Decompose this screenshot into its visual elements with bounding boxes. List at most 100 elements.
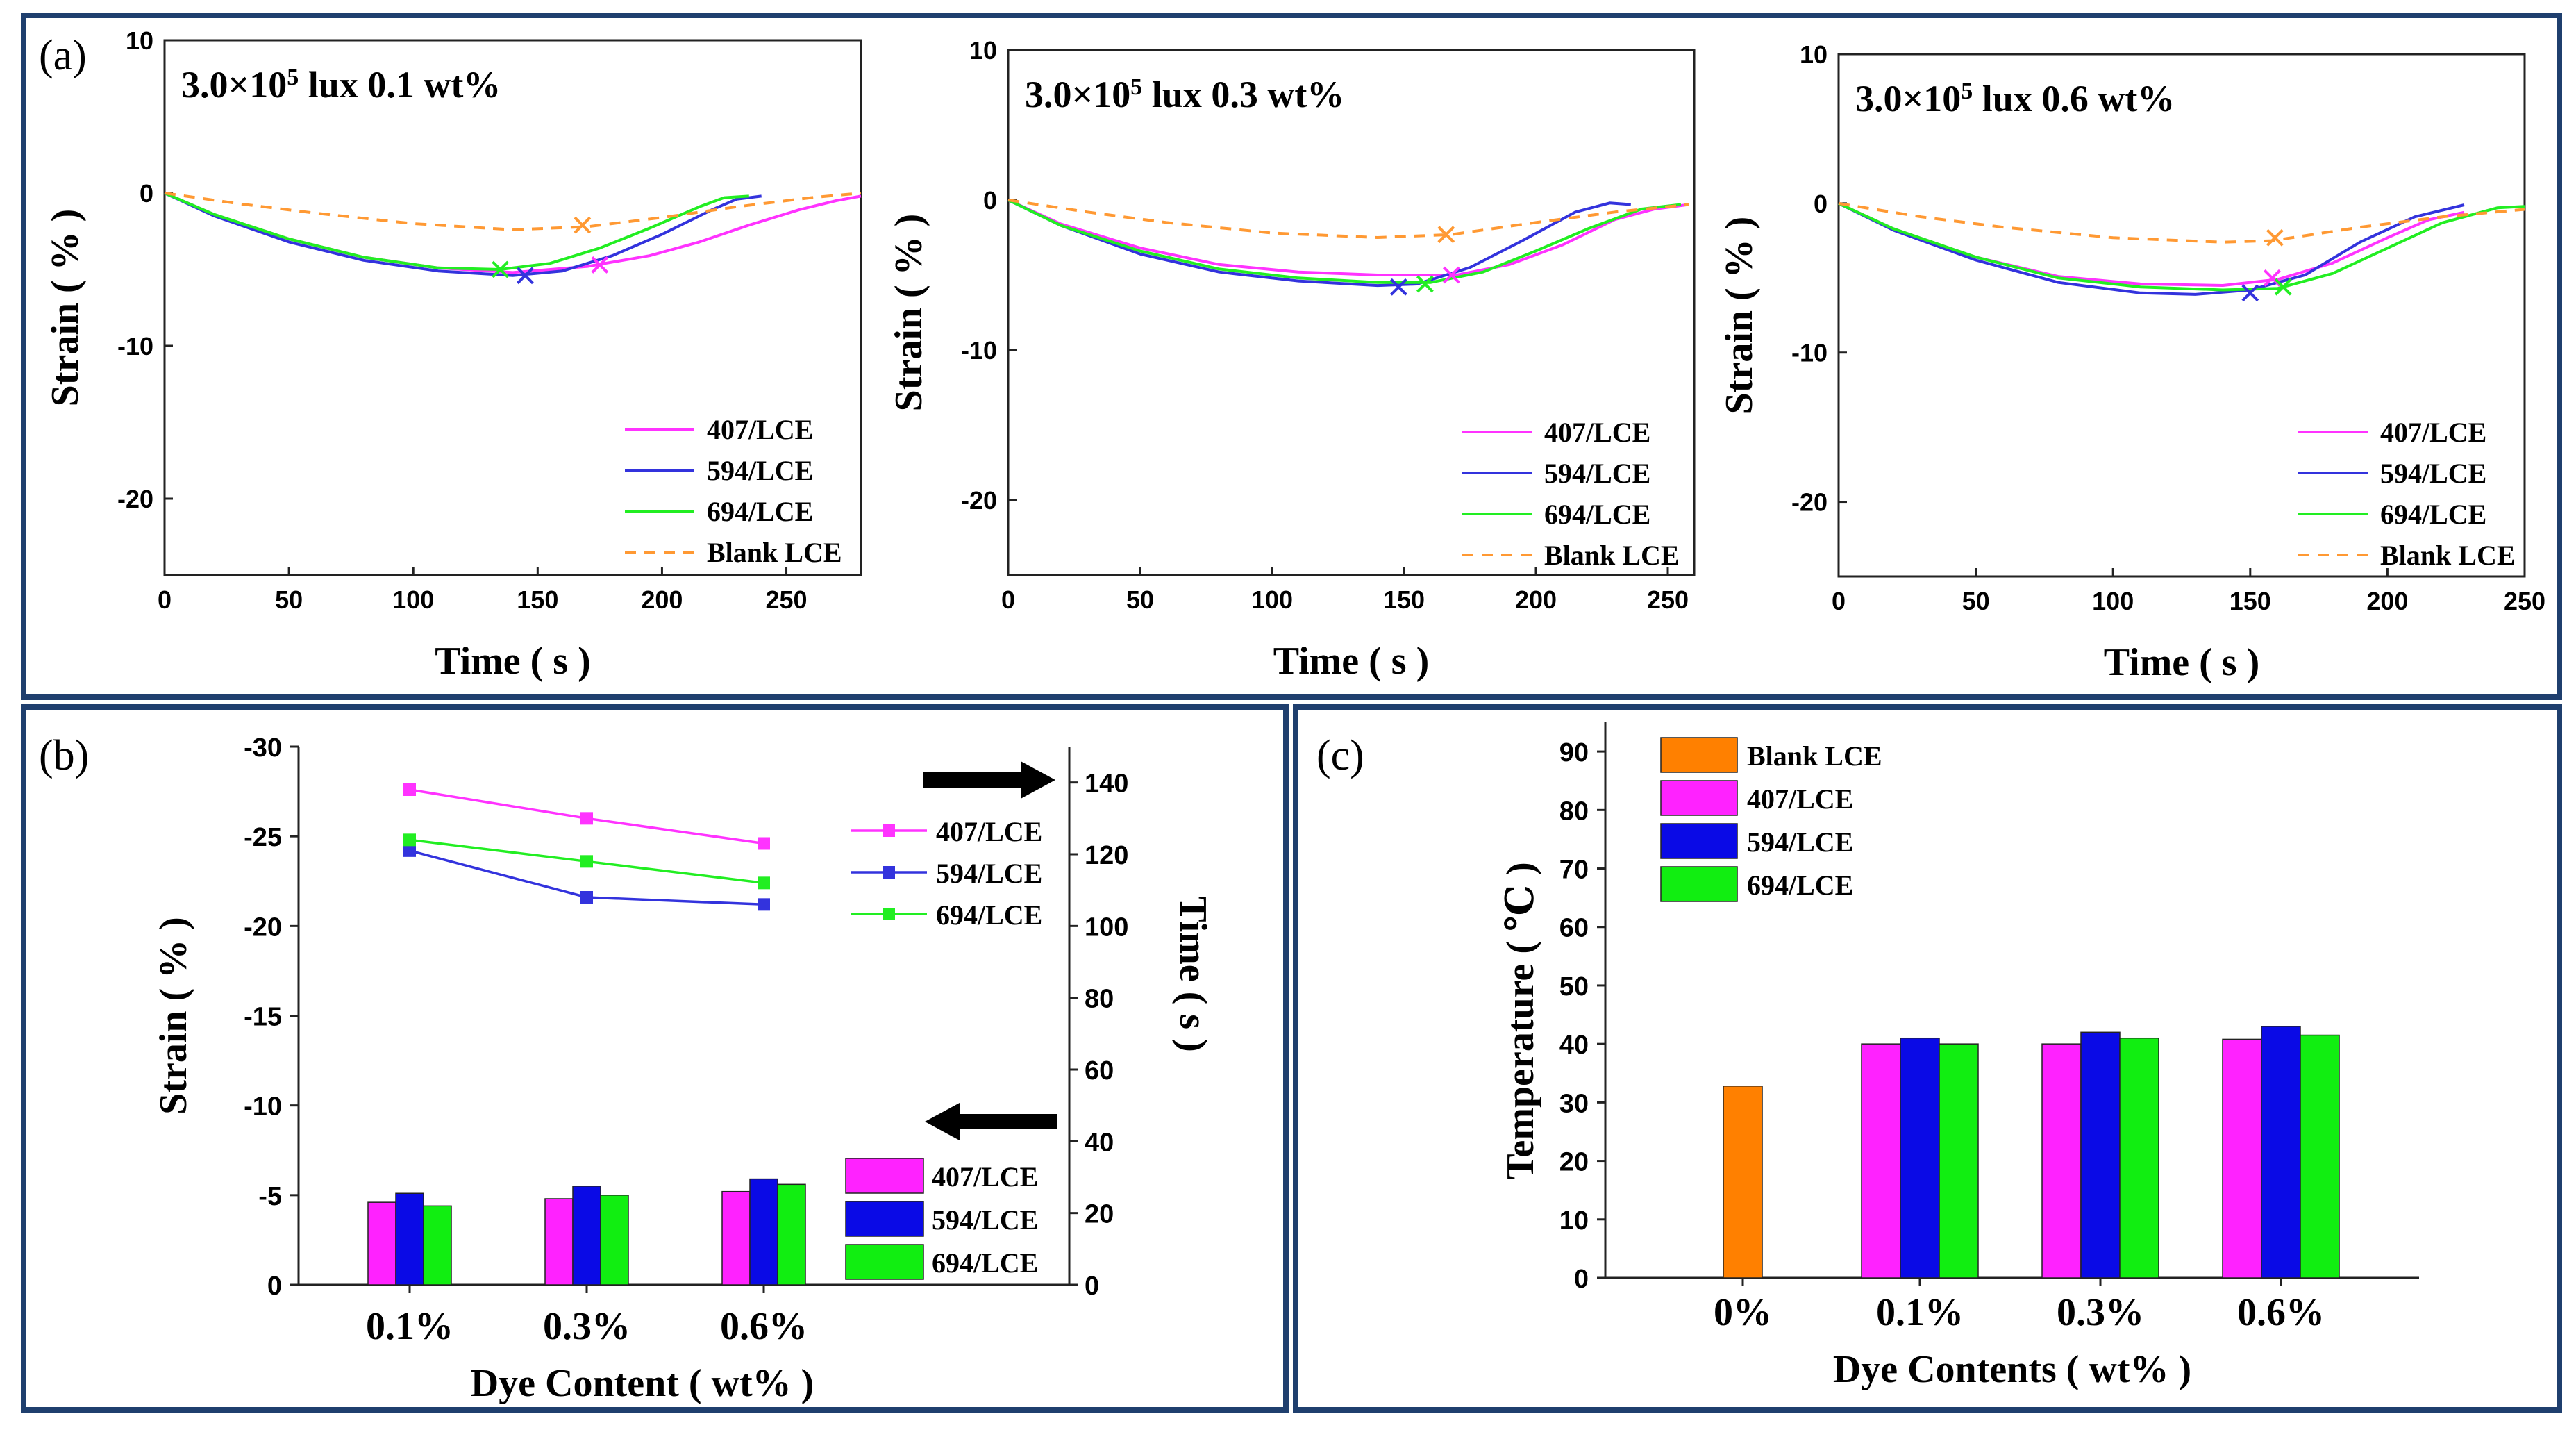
- peak-marker-694-lce: [492, 260, 510, 278]
- legend-label: 407/LCE: [1747, 783, 1853, 815]
- peak-marker-594-lce: [516, 267, 534, 285]
- panel-a-frame: [21, 13, 2562, 700]
- bar-594-lce: [1900, 1037, 1940, 1279]
- y-tick-label: 10: [1800, 40, 1828, 69]
- bar-694-lce: [1939, 1043, 1979, 1279]
- bar-407-lce: [367, 1201, 396, 1286]
- x-tick-label: 100: [392, 585, 434, 614]
- legend-item-694-lce: 694/LCE: [1462, 499, 1650, 530]
- time-point-694-lce: [580, 855, 593, 868]
- peak-marker-694-lce: [1416, 275, 1434, 293]
- legend-item-blank-lce: Blank LCE: [2298, 540, 2516, 571]
- legend-label: 407/LCE: [2380, 417, 2486, 448]
- arrow-shaft: [923, 772, 1026, 788]
- y-axis-label: Temperature ( ℃ ): [1499, 862, 1542, 1179]
- x-tick-label: 250: [2504, 587, 2545, 615]
- y-tick-label: 30: [1559, 1089, 1589, 1118]
- condition-title: 3.0×105 lux 0.6 wt%: [1855, 78, 2175, 119]
- peak-marker-stroke: [591, 256, 609, 274]
- legend-item-694-lce: 694/LCE: [625, 496, 813, 527]
- y-axis-label: Strain ( % ): [44, 209, 87, 407]
- legend-label: 594/LCE: [707, 455, 813, 486]
- legend-item-blank-lce: Blank LCE: [1660, 737, 1882, 773]
- x-tick-label: 250: [1647, 585, 1689, 614]
- line-legend-item-694-lce: 694/LCE: [851, 899, 1042, 931]
- condition-title: 3.0×105 lux 0.1 wt%: [181, 64, 501, 106]
- legend-item-407-lce: 407/LCE: [1462, 417, 1650, 448]
- arrow-head: [1021, 761, 1055, 799]
- y-tick-label: 20: [1559, 1148, 1589, 1177]
- legend-label: 594/LCE: [1747, 826, 1853, 858]
- time-point-407-lce: [758, 837, 770, 850]
- y-tick-label: 10: [969, 36, 997, 65]
- bar-407-lce: [544, 1198, 574, 1286]
- y-axis-label: Strain ( % ): [1718, 217, 1761, 415]
- time-point-407-lce: [403, 783, 416, 796]
- legend-item-407-lce: 407/LCE: [625, 414, 813, 445]
- bar-594-lce: [2080, 1031, 2121, 1279]
- y-tick-label: 10: [126, 26, 153, 55]
- peak-marker-407-lce: [591, 256, 609, 274]
- y-tick-label: 40: [1559, 1031, 1589, 1060]
- time-point-594-lce: [580, 891, 593, 904]
- y-tick-label: -10: [117, 332, 153, 360]
- x-tick-label: 100: [1251, 585, 1293, 614]
- legend-label: 594/LCE: [932, 1204, 1038, 1236]
- time-point-594-lce: [403, 844, 416, 857]
- x-tick-label: 0: [158, 585, 172, 614]
- peak-marker-694-lce: [2274, 278, 2292, 296]
- category-label: 0.3%: [2057, 1291, 2144, 1334]
- y-tick-label: 90: [1559, 738, 1589, 767]
- right-tick-label: 100: [1085, 913, 1128, 942]
- panel-c-frame: [1293, 704, 2562, 1413]
- peak-marker-stroke: [2264, 269, 2281, 287]
- peak-marker-stroke: [574, 216, 592, 234]
- peak-marker-stroke: [1442, 266, 1460, 284]
- y-tick-label: -10: [1791, 339, 1828, 367]
- time-point-407-lce: [580, 812, 593, 825]
- bar-694-lce: [423, 1205, 452, 1286]
- legend-label: Blank LCE: [707, 537, 842, 568]
- x-axis-label: Dye Content ( wt% ): [471, 1362, 814, 1405]
- legend-label: Blank LCE: [2380, 540, 2516, 571]
- condition-title: 3.0×105 lux 0.3 wt%: [1025, 74, 1344, 115]
- panel-label-a: (a): [39, 32, 87, 79]
- x-tick-label: 50: [1962, 587, 1990, 615]
- x-tick-label: 0: [1001, 585, 1015, 614]
- time-point-694-lce: [758, 876, 770, 890]
- arrow-head: [925, 1103, 960, 1140]
- x-tick-label: 200: [641, 585, 683, 614]
- legend-item-594-lce: 594/LCE: [2298, 458, 2486, 489]
- left-tick-label: -25: [244, 823, 282, 852]
- y-tick-label: 0: [1814, 190, 1828, 218]
- bar-407-lce: [1861, 1043, 1901, 1279]
- series-line-594-lce: [164, 192, 762, 277]
- legend-label: 407/LCE: [932, 1161, 1038, 1192]
- y-tick-label: -20: [961, 486, 997, 515]
- time-point-694-lce: [403, 833, 416, 847]
- plot-frame: [163, 39, 862, 576]
- peak-marker-stroke: [2266, 228, 2284, 247]
- legend-swatch-marker: [883, 824, 895, 837]
- y-tick-label: 0: [1574, 1265, 1589, 1294]
- legend-label: 407/LCE: [936, 816, 1042, 847]
- bar-407-lce: [2041, 1043, 2082, 1279]
- peak-marker-stroke: [1416, 275, 1434, 293]
- peak-marker-stroke: [492, 260, 510, 278]
- y-tick-label: 50: [1559, 972, 1589, 1001]
- bar-694-lce: [2300, 1034, 2340, 1279]
- right-tick-label: 40: [1085, 1128, 1114, 1157]
- left-tick-label: -30: [244, 733, 282, 763]
- x-tick-label: 150: [517, 585, 558, 614]
- legend-label: 594/LCE: [2380, 458, 2486, 489]
- y-axis-label: Strain ( % ): [887, 214, 930, 412]
- legend-swatch: [1660, 737, 1738, 773]
- y-tick-label: 80: [1559, 797, 1589, 826]
- x-tick-label: 200: [1515, 585, 1557, 614]
- bar-594-lce: [395, 1192, 424, 1286]
- legend-label: Blank LCE: [1747, 740, 1882, 772]
- x-tick-label: 200: [2366, 587, 2408, 615]
- right-tick-label: 0: [1085, 1272, 1099, 1301]
- category-label: 0.6%: [2237, 1291, 2325, 1334]
- legend-label: 694/LCE: [1747, 870, 1853, 901]
